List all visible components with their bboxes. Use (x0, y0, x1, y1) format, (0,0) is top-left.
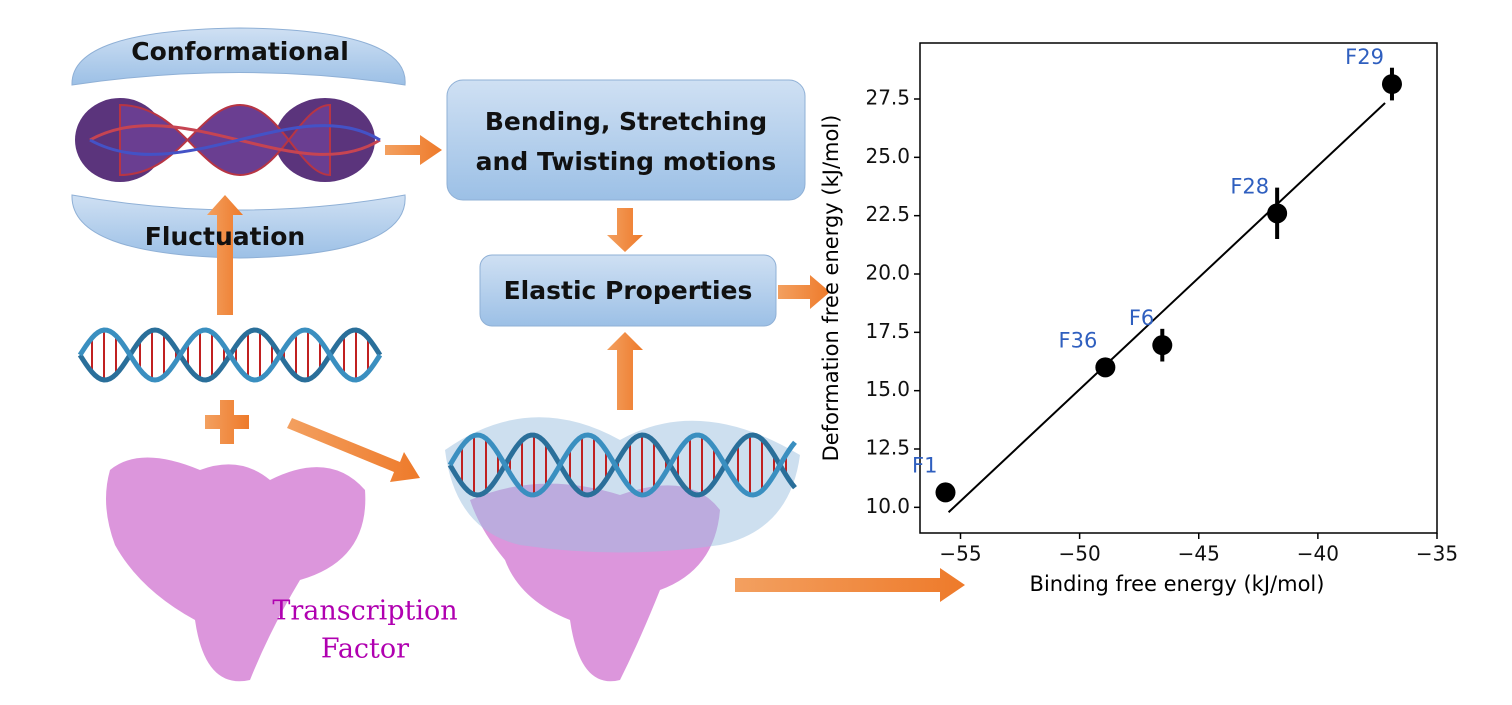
y-tick-label: 22.5 (865, 202, 910, 226)
arrow (735, 568, 965, 602)
arrow (385, 135, 442, 165)
x-tick-label: −50 (1059, 542, 1101, 566)
y-tick-label: 25.0 (865, 144, 910, 168)
point-label: F1 (912, 453, 937, 477)
label: Conformational (131, 37, 349, 66)
arrow (607, 332, 643, 410)
arrow (287, 418, 420, 482)
fit-line (947, 102, 1386, 513)
point-label: F6 (1129, 306, 1154, 330)
y-tick-label: 17.5 (865, 319, 910, 343)
x-tick-label: −45 (1178, 542, 1220, 566)
point-label: F36 (1059, 328, 1098, 352)
label: Bending, Stretching (485, 107, 767, 136)
motions-box (446, 79, 806, 201)
y-axis-label: Deformation free energy (kJ/mol) (819, 115, 843, 462)
x-tick-label: −40 (1297, 542, 1339, 566)
arrow (607, 208, 643, 252)
point (1381, 74, 1402, 95)
y-tick-label: 12.5 (865, 436, 910, 460)
point-label: F29 (1345, 45, 1384, 69)
elastic-box (479, 254, 777, 327)
y-tick-label: 27.5 (865, 86, 910, 110)
y-tick-label: 20.0 (865, 261, 910, 285)
x-tick-label: −55 (939, 542, 981, 566)
point (935, 482, 956, 503)
label: Fluctuation (145, 222, 305, 251)
x-tick-label: −35 (1416, 542, 1458, 566)
arrow (778, 275, 830, 309)
label: Transcription (272, 596, 457, 627)
illustration (71, 27, 965, 682)
cap-top (71, 27, 406, 86)
label: and Twisting motions (476, 147, 777, 176)
arrows (205, 135, 965, 602)
point (1267, 203, 1288, 224)
x-axis-label: Binding free energy (kJ/mol) (1030, 572, 1325, 596)
point (1095, 357, 1116, 378)
label: Elastic Properties (504, 276, 753, 305)
point (1152, 335, 1173, 356)
point-label: F28 (1230, 174, 1269, 198)
label: Factor (321, 634, 409, 665)
y-tick-label: 15.0 (865, 377, 910, 401)
conformational-bundle (75, 98, 381, 182)
strand (447, 432, 797, 498)
strand (447, 432, 797, 498)
y-tick-label: 10.0 (865, 494, 910, 518)
plot-frame (919, 42, 1438, 534)
arrow (207, 195, 243, 315)
strand (77, 327, 383, 383)
plus (205, 400, 249, 444)
